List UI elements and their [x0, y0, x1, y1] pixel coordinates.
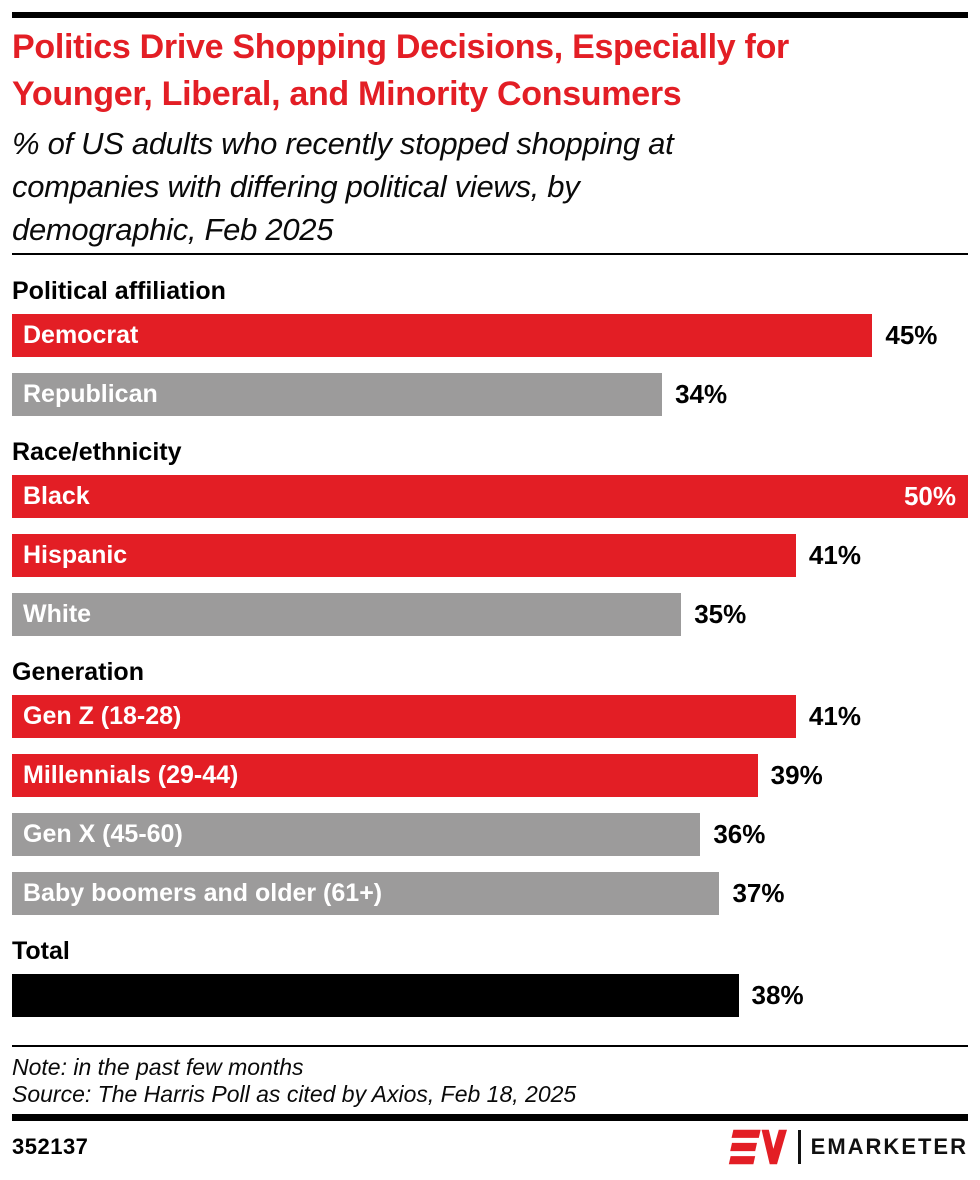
bar-row-millennials-29-44: Millennials (29-44) 39%: [12, 754, 968, 797]
bar-value: 38%: [751, 980, 804, 1010]
chart-subtitle-line-1: % of US adults who recently stopped shop…: [12, 126, 674, 161]
chart-subtitle-line-3: demographic, Feb 2025: [12, 212, 334, 247]
section-header-political-affiliation: Political affiliation: [12, 277, 226, 305]
bar-value: 41%: [808, 701, 861, 731]
section-header-race-ethnicity: Race/ethnicity: [12, 438, 182, 466]
chart-subtitle-line-2: companies with differing political views…: [12, 169, 580, 204]
bar-value: 37%: [732, 878, 785, 908]
bar-label: Democrat: [23, 321, 139, 349]
chart-title: Politics Drive Shopping Decisions, Espec…: [12, 24, 968, 118]
note-line: Note: in the past few months: [12, 1054, 304, 1080]
bar-label: Gen X (45-60): [23, 820, 183, 848]
section-header-generation: Generation: [12, 658, 144, 686]
bar-gen-x-45-60: Gen X (45-60): [12, 813, 701, 856]
chart-subtitle: % of US adults who recently stopped shop…: [12, 122, 968, 251]
bar-row-gen-z-18-28: Gen Z (18-28) 41%: [12, 695, 968, 738]
footer-divider: [12, 1045, 968, 1047]
emarketer-brand: EMARKETER: [725, 1127, 968, 1167]
bar-value: 35%: [694, 599, 747, 629]
bar-hispanic: Hispanic: [12, 534, 796, 577]
chart-notes: Note: in the past few months Source: The…: [12, 1054, 968, 1108]
bar-row-baby-boomers-and-older-61: Baby boomers and older (61+) 37%: [12, 872, 968, 915]
bar-value: 39%: [770, 760, 823, 790]
bar-row-gen-x-45-60: Gen X (45-60) 36%: [12, 813, 968, 856]
bar-label: White: [23, 600, 92, 628]
bar-gen-z-18-28: Gen Z (18-28): [12, 695, 796, 738]
bar-label: Hispanic: [23, 541, 128, 569]
bar-republican: Republican: [12, 373, 663, 416]
chart-title-line-2: Younger, Liberal, and Minority Consumers: [12, 75, 682, 113]
bar-label: Gen Z (18-28): [23, 702, 182, 730]
bar-label: Republican: [23, 380, 158, 408]
bar-value: 50%: [903, 481, 956, 511]
bar-value: 41%: [808, 540, 861, 570]
footer-bar: 352137 EMARKETER: [12, 1127, 968, 1167]
bar-label: Black: [23, 482, 90, 510]
bar-total: [12, 974, 739, 1017]
bar-value: 36%: [713, 819, 766, 849]
chart-page: Politics Drive Shopping Decisions, Espec…: [0, 12, 980, 1167]
bar-label: Millennials (29-44): [23, 761, 239, 789]
bar-row-democrat: Democrat 45%: [12, 314, 968, 357]
source-line: Source: The Harris Poll as cited by Axio…: [12, 1081, 577, 1107]
bar-baby-boomers-and-older-61: Baby boomers and older (61+): [12, 872, 720, 915]
header-divider: [12, 253, 968, 255]
section-header-total: Total: [12, 937, 70, 965]
bar-row-black: Black 50%: [12, 475, 968, 518]
chart-id: 352137: [12, 1134, 89, 1159]
emarketer-wordmark: EMARKETER: [810, 1134, 968, 1159]
logo-divider: [797, 1130, 801, 1164]
bar-value: 45%: [885, 320, 938, 350]
bar-white: White: [12, 593, 682, 636]
bar-label: Baby boomers and older (61+): [23, 879, 383, 907]
bottom-rule: [12, 1114, 968, 1121]
bar-millennials-29-44: Millennials (29-44): [12, 754, 758, 797]
bar-democrat: Democrat: [12, 314, 873, 357]
bar-chart: Political affiliation Democrat 45% Republic…: [12, 277, 968, 1017]
bar-row-hispanic: Hispanic 41%: [12, 534, 968, 577]
emarketer-logo-icon: [728, 1129, 787, 1165]
top-rule: [12, 12, 968, 18]
bar-row-republican: Republican 34%: [12, 373, 968, 416]
bar-row-white: White 35%: [12, 593, 968, 636]
chart-title-line-1: Politics Drive Shopping Decisions, Espec…: [12, 28, 789, 66]
bar-value: 34%: [675, 379, 728, 409]
bar-black: Black 50%: [12, 475, 968, 518]
bar-row-total: 38%: [12, 974, 968, 1017]
